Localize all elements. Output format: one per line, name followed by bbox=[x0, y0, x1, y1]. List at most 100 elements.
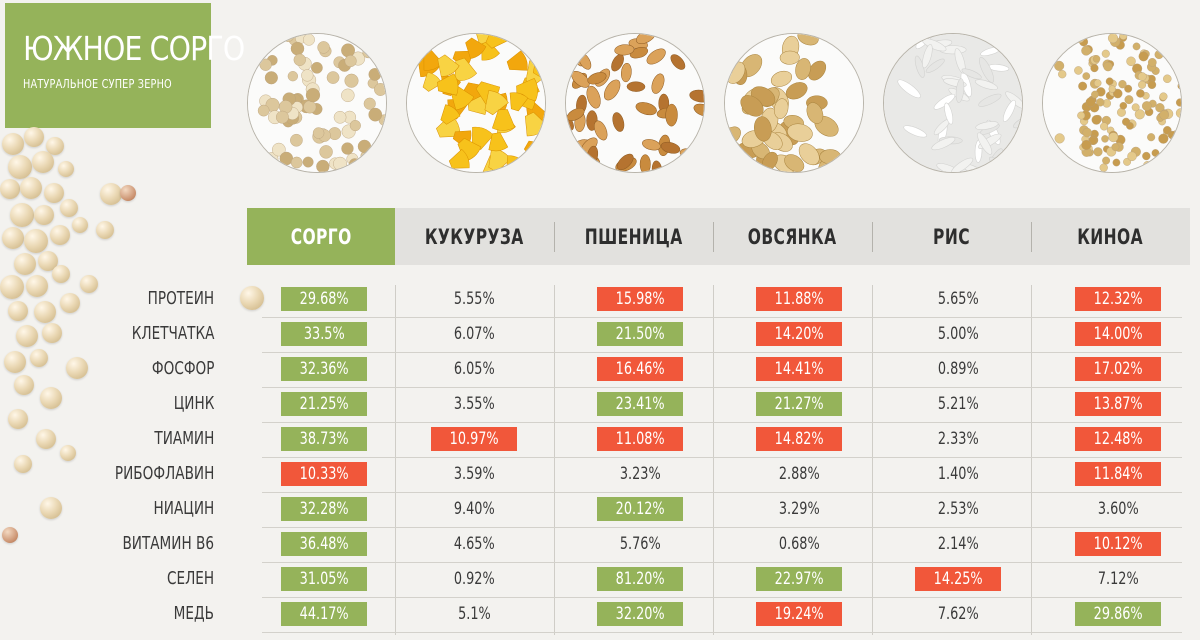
cell-value: 3.55% bbox=[453, 394, 495, 414]
cell-value: 20.12% bbox=[615, 499, 665, 519]
cell-value: 10.97% bbox=[449, 429, 499, 449]
cell-value: 7.62% bbox=[937, 604, 979, 624]
table-cell: 2.14% bbox=[915, 532, 1001, 556]
table-cell: 21.50% bbox=[597, 322, 683, 346]
cell-value: 9.40% bbox=[453, 499, 495, 519]
cell-value: 81.20% bbox=[615, 569, 665, 589]
cell-value: 5.65% bbox=[937, 289, 979, 309]
table-cell: 32.28% bbox=[281, 497, 367, 521]
row-label-text: ФОСФОР bbox=[151, 358, 214, 379]
cell-value: 2.53% bbox=[937, 499, 979, 519]
page-title: ЮЖНОЕ СОРГО bbox=[23, 29, 245, 68]
sorghum-grain-decoration bbox=[14, 455, 32, 473]
table-cell: 17.02% bbox=[1075, 357, 1161, 381]
row-divider bbox=[262, 527, 1182, 528]
cell-value: 5.21% bbox=[937, 394, 979, 414]
sorghum-grain-decoration bbox=[2, 527, 18, 543]
cell-value: 10.12% bbox=[1093, 534, 1143, 554]
sorghum-grain-decoration bbox=[0, 179, 20, 199]
cell-value: 32.36% bbox=[299, 359, 349, 379]
cell-value: 29.68% bbox=[299, 289, 349, 309]
cell-value: 21.25% bbox=[299, 394, 349, 414]
sorghum-grain-decoration bbox=[8, 409, 28, 429]
row-divider bbox=[262, 457, 1182, 458]
row-divider bbox=[262, 422, 1182, 423]
column-header-label: ОВСЯНКА bbox=[748, 224, 837, 249]
table-cell: 23.41% bbox=[597, 392, 683, 416]
table-cell: 5.65% bbox=[915, 287, 1001, 311]
table-cell: 5.55% bbox=[431, 287, 517, 311]
row-label-text: НИАЦИН bbox=[153, 498, 214, 519]
table-cell: 16.46% bbox=[597, 357, 683, 381]
table-cell: 3.59% bbox=[431, 462, 517, 486]
sorghum-grain-decoration bbox=[34, 301, 56, 323]
table-cell: 9.40% bbox=[431, 497, 517, 521]
table-cell: 5.1% bbox=[431, 602, 517, 626]
cell-value: 12.48% bbox=[1093, 429, 1143, 449]
sorghum-grain-decoration bbox=[0, 275, 24, 299]
row-label-text: МЕДЬ bbox=[173, 603, 214, 624]
table-cell: 2.53% bbox=[915, 497, 1001, 521]
row-divider bbox=[262, 317, 1182, 318]
column-header-label: КУКУРУЗА bbox=[425, 224, 524, 249]
sorghum-grain-decoration bbox=[4, 351, 26, 373]
sorghum-grain-decoration bbox=[8, 155, 32, 179]
cell-value: 5.55% bbox=[453, 289, 495, 309]
column-header: РИС bbox=[872, 208, 1031, 265]
cell-value: 5.76% bbox=[619, 534, 661, 554]
sorghum-grain-decoration bbox=[26, 275, 48, 297]
quinoa-seed-icon bbox=[1042, 33, 1182, 173]
table-cell: 29.86% bbox=[1075, 602, 1161, 626]
cell-value: 29.86% bbox=[1093, 604, 1143, 624]
table-cell: 14.20% bbox=[756, 322, 842, 346]
sorghum-grain-decoration bbox=[38, 251, 58, 271]
column-header-label: СОРГО bbox=[290, 224, 352, 249]
table-cell: 0.68% bbox=[756, 532, 842, 556]
table-cell: 1.40% bbox=[915, 462, 1001, 486]
table-cell: 44.17% bbox=[281, 602, 367, 626]
cell-value: 3.59% bbox=[453, 464, 495, 484]
column-divider bbox=[395, 285, 396, 635]
page-subtitle: НАТУРАЛЬНОЕ СУПЕР ЗЕРНО bbox=[23, 77, 172, 91]
sorghum-grain-decoration bbox=[32, 151, 54, 173]
cell-value: 14.82% bbox=[774, 429, 824, 449]
cell-value: 11.84% bbox=[1093, 464, 1143, 484]
sorghum-grain-decoration bbox=[58, 161, 74, 177]
sorghum-grain-decoration bbox=[24, 127, 44, 147]
sorghum-grain-decoration bbox=[60, 199, 78, 217]
cell-value: 0.92% bbox=[453, 569, 495, 589]
row-label: ЦИНК bbox=[60, 392, 214, 416]
table-cell: 15.98% bbox=[597, 287, 683, 311]
table-cell: 0.89% bbox=[915, 357, 1001, 381]
table-cell: 33.5% bbox=[281, 322, 367, 346]
sorghum-grain-decoration bbox=[10, 203, 34, 227]
cell-value: 14.25% bbox=[933, 569, 983, 589]
column-divider bbox=[554, 285, 555, 635]
column-header: ОВСЯНКА bbox=[713, 208, 872, 265]
cell-value: 32.28% bbox=[299, 499, 349, 519]
row-label-text: ЦИНК bbox=[173, 393, 214, 414]
column-header-label: КИНОА bbox=[1077, 224, 1144, 249]
row-label: НИАЦИН bbox=[60, 497, 214, 521]
cell-value: 33.5% bbox=[303, 324, 345, 344]
table-cell: 0.92% bbox=[431, 567, 517, 591]
cell-value: 1.40% bbox=[937, 464, 979, 484]
row-label: ВИТАМИН В6 bbox=[60, 532, 214, 556]
table-cell: 3.60% bbox=[1075, 497, 1161, 521]
cell-value: 6.05% bbox=[453, 359, 495, 379]
table-cell: 12.48% bbox=[1075, 427, 1161, 451]
cell-value: 13.87% bbox=[1093, 394, 1143, 414]
table-cell: 32.36% bbox=[281, 357, 367, 381]
row-label-text: СЕЛЕН bbox=[166, 568, 214, 589]
table-cell: 10.12% bbox=[1075, 532, 1161, 556]
sorghum-grain-decoration bbox=[44, 183, 64, 203]
sorghum-grain-decoration bbox=[100, 183, 122, 205]
cell-value: 21.50% bbox=[615, 324, 665, 344]
row-divider bbox=[262, 492, 1182, 493]
table-cell: 3.23% bbox=[597, 462, 683, 486]
sorghum-grain-decoration bbox=[72, 217, 88, 233]
cell-value: 22.97% bbox=[774, 569, 824, 589]
sorghum-grain-decoration bbox=[14, 253, 36, 275]
table-cell: 12.32% bbox=[1075, 287, 1161, 311]
table-cell: 6.07% bbox=[431, 322, 517, 346]
